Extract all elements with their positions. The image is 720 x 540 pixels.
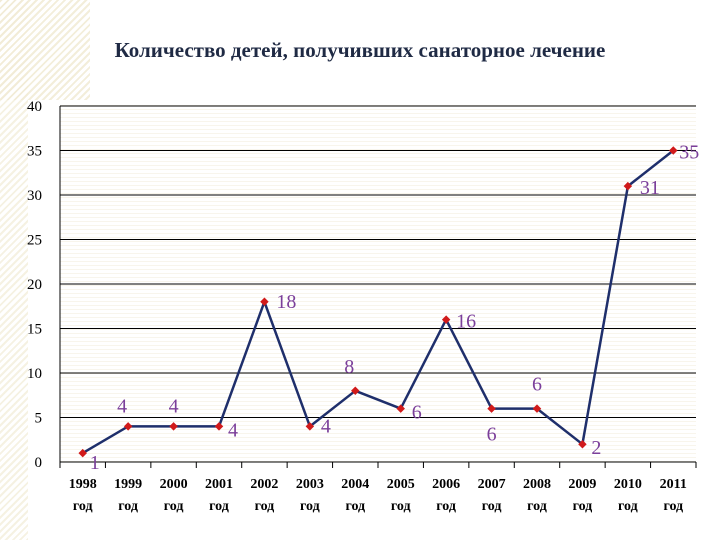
x-tick-suffix: год — [391, 499, 411, 514]
x-tick-suffix: год — [436, 499, 456, 514]
x-tick-year: 2001 — [205, 477, 233, 492]
x-tick-year: 2011 — [660, 477, 687, 492]
data-label: 6 — [487, 424, 497, 446]
data-point — [305, 422, 315, 431]
data-point — [169, 422, 178, 431]
x-tick-suffix: год — [73, 499, 93, 514]
x-tick-suffix: год — [345, 499, 365, 514]
y-tick-label: 10 — [27, 366, 42, 382]
x-tick-year: 2002 — [250, 477, 278, 492]
data-label: 31 — [640, 177, 660, 199]
x-tick-year: 2006 — [432, 477, 460, 492]
y-tick-label: 40 — [27, 99, 42, 115]
y-tick-label: 5 — [35, 411, 43, 427]
x-tick-year: 2007 — [478, 477, 506, 492]
x-tick-year: 2003 — [296, 477, 324, 492]
data-label: 18 — [276, 291, 296, 313]
data-point — [578, 439, 587, 449]
y-axis-ticks: 0 5 10 15 20 25 30 35 40 — [27, 99, 42, 471]
y-tick-label: 30 — [27, 188, 42, 204]
x-tick-year: 2009 — [568, 477, 596, 492]
data-labels: 1 4 4 4 18 4 8 6 16 6 6 2 31 35 — [90, 142, 700, 475]
x-tick-year: 1998 — [69, 477, 97, 492]
data-label: 4 — [169, 395, 179, 417]
y-tick-label: 35 — [27, 144, 42, 160]
x-tick-suffix: год — [573, 499, 593, 514]
x-tick-suffix: год — [663, 499, 683, 514]
data-label: 6 — [412, 402, 422, 424]
gridlines — [59, 105, 697, 468]
y-tick-label: 0 — [35, 455, 43, 471]
x-tick-suffix: год — [527, 499, 547, 514]
series-line — [82, 149, 675, 455]
x-tick-year: 2004 — [341, 477, 369, 492]
data-point — [487, 404, 496, 413]
decorative-stripes-corner — [0, 0, 90, 100]
data-point — [441, 315, 451, 324]
data-point — [214, 422, 224, 431]
x-tick-suffix: год — [255, 499, 275, 514]
data-label: 8 — [344, 356, 354, 378]
data-label: 4 — [228, 419, 238, 441]
x-tick-suffix: год — [164, 499, 184, 514]
x-tick-year: 2010 — [614, 477, 642, 492]
data-point — [532, 404, 542, 413]
x-tick-suffix: год — [300, 499, 320, 514]
x-tick-year: 2008 — [523, 477, 551, 492]
data-point — [351, 386, 360, 396]
chart-title: Количество детей, получивших санаторное … — [114, 38, 606, 62]
data-label: 4 — [321, 415, 331, 437]
x-axis-ticks: 1998 год 1999 год 2000 год 2001 год 2002 год 2003 г… — [69, 477, 687, 514]
data-point — [396, 404, 405, 413]
data-label: 4 — [117, 395, 127, 417]
x-tick-year: 2000 — [160, 477, 188, 492]
x-tick-suffix: год — [118, 499, 138, 514]
y-tick-label: 20 — [27, 277, 42, 293]
data-point — [78, 448, 87, 458]
data-label: 16 — [456, 311, 476, 333]
data-label: 2 — [591, 437, 601, 459]
data-label: 1 — [90, 452, 100, 474]
x-tick-year: 1999 — [114, 477, 142, 492]
y-tick-label: 25 — [27, 233, 42, 249]
x-tick-suffix: год — [482, 499, 502, 514]
y-tick-label: 15 — [27, 322, 42, 338]
x-tick-suffix: год — [618, 499, 638, 514]
x-tick-year: 2005 — [387, 477, 415, 492]
data-label: 35 — [679, 142, 699, 164]
data-points — [78, 146, 678, 458]
data-point — [260, 297, 269, 307]
data-label: 6 — [532, 374, 542, 396]
x-tick-suffix: год — [209, 499, 229, 514]
